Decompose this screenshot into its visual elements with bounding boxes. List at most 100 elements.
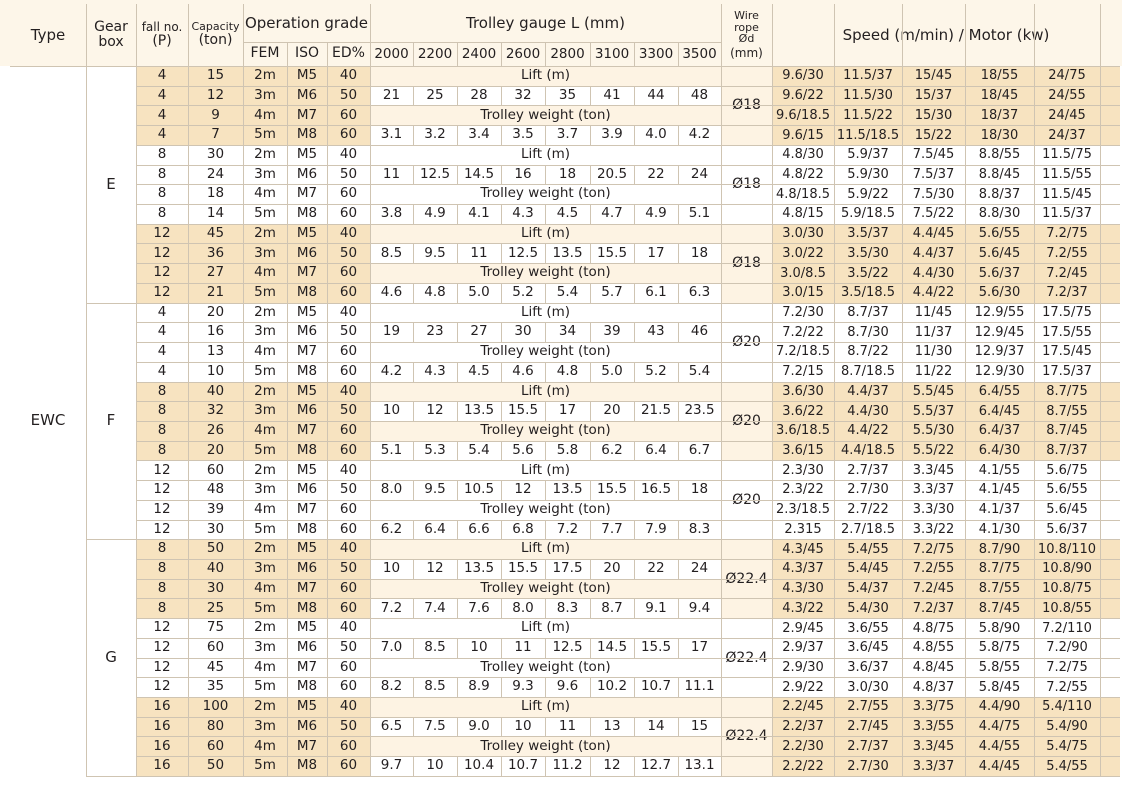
ed-cell: 40	[339, 698, 358, 715]
fall-cell: 8	[157, 599, 167, 616]
grid-line	[413, 440, 414, 461]
row-highlight	[370, 263, 721, 283]
grid-line	[545, 559, 546, 579]
grid-line	[678, 125, 679, 145]
fem-cell: 3m	[254, 402, 276, 419]
lift-value-cell: 28	[470, 86, 488, 103]
trolley-weight-cell: 3.8	[380, 205, 403, 222]
lift-value-cell: 41	[603, 86, 621, 103]
grid-line	[370, 42, 721, 43]
fem-cell: 5m	[254, 205, 276, 222]
speed-motor-cell: 4.4/30	[847, 403, 889, 419]
fall-cell: 8	[157, 540, 167, 557]
speed-motor-cell: 3.5/30	[847, 245, 889, 261]
grid-line	[370, 4, 371, 776]
speed-motor-cell: 4.4/90	[978, 699, 1021, 715]
fall-cell: 8	[157, 560, 167, 577]
grid-line	[678, 440, 679, 461]
grid-line	[634, 164, 635, 185]
capacity-cell: 12	[206, 86, 225, 103]
speed-motor-cell: 3.0/30	[847, 679, 889, 695]
grid-line	[634, 125, 635, 145]
grid-line	[457, 440, 458, 461]
speed-motor-cell: 9.6/30	[782, 68, 824, 84]
grid-line	[413, 677, 414, 698]
capacity-cell: 27	[206, 264, 225, 281]
grid-line	[136, 460, 1120, 462]
grid-line	[634, 480, 635, 500]
grid-line	[590, 559, 591, 579]
speed-motor-cell: 3.0/22	[782, 245, 824, 261]
speed-motor-cell: 7.2/75	[1046, 659, 1088, 675]
speed-motor-cell: 11/22	[914, 364, 953, 380]
grid-line	[457, 164, 458, 185]
fall-cell: 8	[157, 402, 167, 419]
speed-motor-cell: 5.5/45	[912, 383, 955, 399]
lift-value-cell: 10	[470, 638, 488, 655]
grid-line	[545, 401, 546, 421]
speed-motor-cell: 2.9/22	[782, 679, 824, 695]
grid-line	[590, 756, 591, 776]
speed-motor-cell: 7.2/75	[1046, 226, 1088, 242]
grid-line	[136, 282, 1120, 284]
grid-line	[243, 42, 372, 43]
iso-cell: M6	[296, 244, 318, 261]
fem-cell: 2m	[254, 145, 276, 162]
speed-motor-cell: 10.8/75	[1042, 581, 1092, 597]
fem-cell: 2m	[254, 698, 276, 715]
fall-cell: 8	[157, 579, 167, 596]
grid-line	[545, 440, 546, 461]
iso-cell: M6	[296, 481, 318, 498]
lift-value-cell: 12.5	[552, 638, 583, 655]
fem-cell: 2m	[254, 303, 276, 320]
fem-cell: 4m	[254, 658, 276, 675]
speed-motor-cell: 8.7/75	[978, 561, 1021, 577]
iso-cell: M8	[296, 599, 318, 616]
speed-motor-cell: 7.2/55	[1046, 245, 1088, 261]
speed-motor-cell: 4.4/45	[912, 226, 955, 242]
lift-value-cell: 7.0	[380, 638, 403, 655]
speed-motor-cell: 11.5/45	[1042, 186, 1092, 202]
lift-value-cell: 10	[514, 717, 532, 734]
fem-cell: 5m	[254, 599, 276, 616]
speed-motor-cell: 18/45	[980, 88, 1019, 104]
grid-line	[590, 243, 591, 264]
ed-cell: 50	[339, 717, 358, 734]
speed-motor-cell: 4.1/30	[978, 521, 1021, 537]
speed-motor-cell: 2.7/55	[847, 699, 889, 715]
speed-motor-cell: 5.6/45	[1046, 502, 1088, 518]
grid-line	[678, 322, 679, 343]
speed-motor-cell: 7.2/37	[912, 600, 955, 616]
trolley-weight-cell: 7.2	[556, 520, 579, 537]
speed-motor-cell: 5.5/22	[912, 443, 955, 459]
iso-cell: M7	[296, 343, 318, 360]
fem-cell: 2m	[254, 382, 276, 399]
grid-line	[634, 401, 635, 421]
trolley-weight-cell: 6.4	[645, 441, 667, 458]
grid-line	[634, 361, 635, 382]
fall-cell: 12	[153, 244, 171, 261]
speed-motor-cell: 7.2/75	[912, 541, 955, 557]
speed-motor-cell: 9.6/18.5	[776, 107, 830, 123]
speed-motor-cell: 6.4/55	[978, 383, 1021, 399]
iso-cell: M6	[296, 402, 318, 419]
grid-line	[678, 282, 679, 303]
trolley-weight-label: Trolley weight (ton)	[480, 343, 611, 360]
grid-line	[501, 243, 502, 264]
lift-value-cell: 44	[647, 86, 665, 103]
speed-motor-cell: 24/55	[1048, 88, 1086, 104]
trolley-weight-cell: 5.4	[556, 284, 579, 301]
grid-line	[634, 716, 635, 737]
capacity-cell: 50	[206, 540, 225, 557]
speed-motor-cell: 5.4/45	[847, 561, 889, 577]
capacity-cell: 60	[206, 638, 225, 655]
speed-motor-cell: 11.5/18.5	[836, 127, 900, 143]
grid-line	[545, 85, 546, 106]
capacity-cell: 16	[206, 323, 225, 340]
trolley-weight-cell: 5.2	[512, 284, 534, 301]
trolley-weight-cell: 8.9	[468, 678, 490, 695]
grid-line	[136, 677, 1120, 679]
speed-motor-cell: 3.3/45	[912, 462, 955, 478]
trolley-weight-cell: 4.6	[380, 284, 403, 301]
speed-motor-cell: 5.6/55	[1046, 482, 1088, 498]
